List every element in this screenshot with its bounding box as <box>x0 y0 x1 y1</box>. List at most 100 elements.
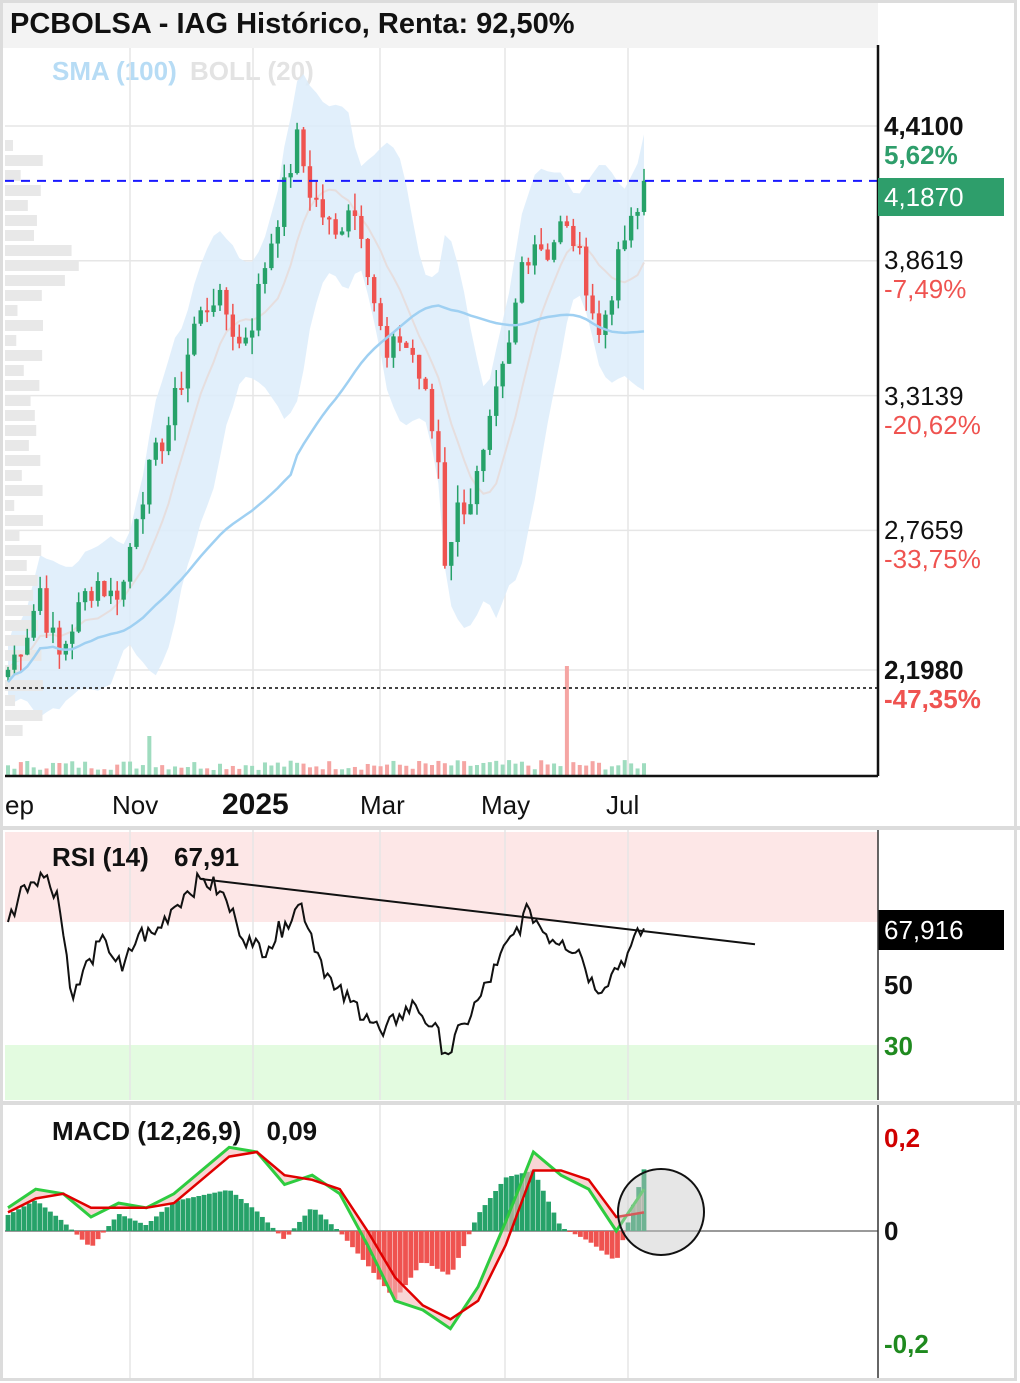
volume-bar <box>597 762 602 776</box>
macd-histogram-bar <box>286 1231 292 1235</box>
candle-body <box>172 387 178 426</box>
rsi-line <box>7 870 645 1056</box>
volume-profile-bar <box>5 290 42 301</box>
macd-histogram-bar <box>461 1231 467 1247</box>
boll-legend[interactable]: BOLL (20) <box>189 56 314 86</box>
candle-body <box>616 249 621 301</box>
candle-body <box>468 504 473 515</box>
volume-profile-bar <box>5 230 34 241</box>
volume-profile-bar <box>5 485 43 496</box>
volume-bar <box>307 767 312 776</box>
volume-profile-bar <box>5 725 23 736</box>
volume-bar <box>571 762 576 776</box>
candle-body <box>153 442 158 460</box>
volume-bar <box>462 761 467 776</box>
macd-histogram-bar <box>5 1214 11 1231</box>
volume-profile-bar <box>5 710 43 721</box>
macd-line <box>7 1145 646 1331</box>
macd-histogram-bar <box>434 1231 440 1269</box>
volume-profile-bar <box>5 575 38 586</box>
volume-bar <box>609 766 614 776</box>
candle-body <box>179 387 184 390</box>
volume-bar <box>385 764 390 776</box>
volume-bar <box>526 765 531 776</box>
macd-histogram-bar <box>10 1212 16 1231</box>
volume-bar <box>237 768 242 776</box>
sma-legend[interactable]: SMA (100) <box>52 56 177 86</box>
volume-bar <box>327 761 332 776</box>
candle-body <box>352 210 358 216</box>
bollinger-band <box>8 74 644 717</box>
volume-bar <box>474 765 479 776</box>
volume-bar <box>333 769 338 776</box>
candle-body <box>275 226 281 244</box>
volume-bar <box>128 761 133 776</box>
highlight-circle <box>617 1168 705 1256</box>
volume-profile-bar <box>5 590 34 601</box>
candle-body <box>590 295 595 314</box>
macd-histogram-bar <box>413 1231 419 1271</box>
volume-bar <box>179 767 184 776</box>
macd-histogram-bar <box>397 1231 403 1293</box>
volume-bar <box>545 764 550 776</box>
macd-histogram-bar <box>169 1202 175 1231</box>
volume-bar <box>603 769 608 776</box>
macd-histogram-bar <box>403 1231 408 1286</box>
macd-histogram-bar <box>615 1231 620 1258</box>
volume-profile-bar <box>5 380 40 391</box>
candle-body <box>442 462 448 566</box>
time-tick-label: Jul <box>606 790 639 820</box>
volume-bar <box>70 761 75 776</box>
volume-bar <box>340 769 345 776</box>
volume-bar <box>282 766 287 776</box>
volume-bar <box>192 762 197 776</box>
volume-bar <box>83 761 88 776</box>
candle-body <box>603 314 608 335</box>
candle-body <box>134 519 139 547</box>
macd-histogram-bar <box>466 1231 472 1235</box>
candle-body <box>159 442 165 452</box>
macd-name: MACD (12,26,9) <box>52 1116 242 1146</box>
volume-bar <box>31 767 36 776</box>
macd-histogram-bar <box>631 1204 636 1231</box>
candle-body <box>115 590 120 600</box>
volume-bar <box>500 764 505 776</box>
sma-line <box>7 304 645 683</box>
volume-bar <box>455 760 460 776</box>
volume-profile-bar <box>5 200 28 211</box>
macd-histogram-bar <box>159 1211 165 1231</box>
candle-body <box>571 225 576 247</box>
rsi-label: RSI (14) 67,91 <box>52 842 239 873</box>
candle-body <box>378 303 383 327</box>
current-price-value: 4,1870 <box>884 182 964 212</box>
macd-histogram-bar <box>530 1170 536 1231</box>
candle-body <box>5 669 11 678</box>
candle-body <box>583 246 589 296</box>
candle-body <box>487 415 493 450</box>
macd-histogram-bar <box>191 1197 196 1231</box>
macd-histogram-bar <box>154 1216 159 1231</box>
price-tick-label: 2,7659 <box>884 515 964 545</box>
macd-histogram-bar <box>21 1206 27 1231</box>
candle-body <box>70 631 75 644</box>
candle-body <box>339 231 345 235</box>
volume-bar <box>558 766 563 776</box>
candle-body <box>513 302 518 343</box>
candle-body <box>307 166 313 198</box>
volume-bar <box>218 763 222 776</box>
candle-body <box>301 129 306 167</box>
volume-bar <box>359 769 364 776</box>
volume-profile-bar <box>5 530 20 541</box>
candle-body <box>397 336 403 343</box>
macd-histogram-bar <box>583 1231 589 1240</box>
macd-histogram-bar <box>16 1209 21 1231</box>
macd-label: MACD (12,26,9) 0,09 <box>52 1116 317 1147</box>
macd-histogram-bar <box>313 1209 318 1231</box>
macd-histogram-bar <box>175 1200 180 1231</box>
macd-histogram-bar <box>578 1231 583 1237</box>
volume-bar <box>564 666 569 776</box>
candle-body <box>76 602 81 632</box>
candle-body <box>108 590 113 597</box>
volume-bar <box>224 769 229 776</box>
